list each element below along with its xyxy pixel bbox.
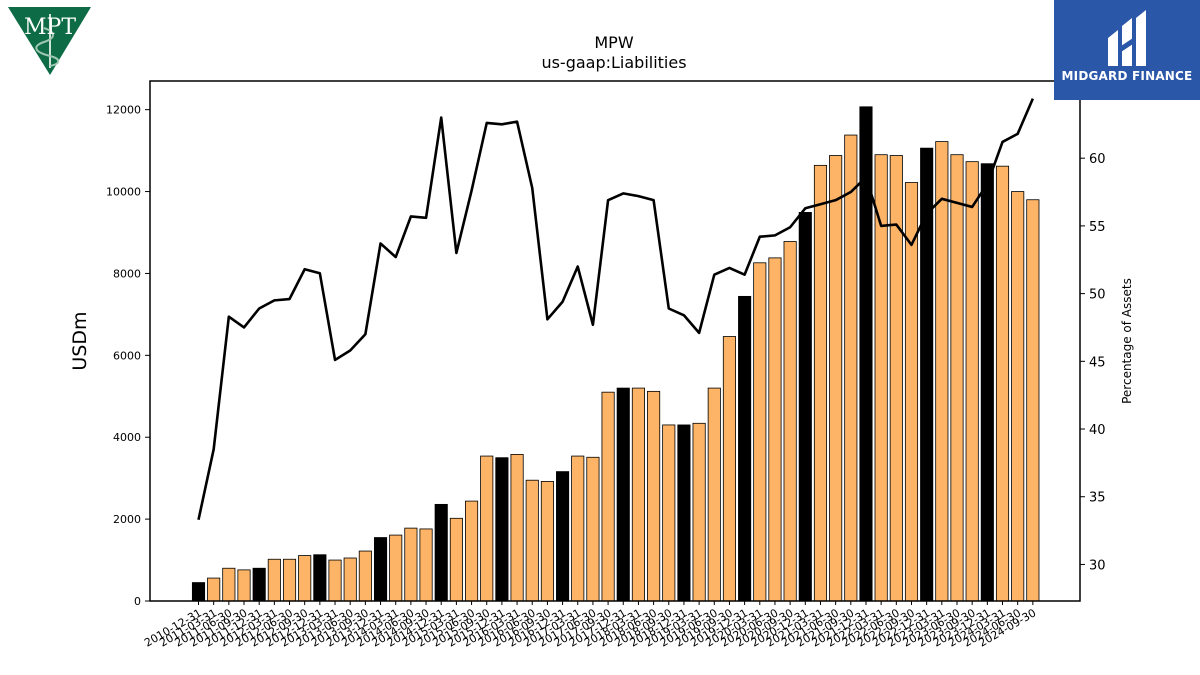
y-tick-label: 2000 — [113, 513, 141, 526]
chart-subtitle: us-gaap:Liabilities — [541, 53, 686, 72]
y-tick-label: 6000 — [113, 349, 141, 362]
bar — [252, 567, 266, 602]
bar-series — [191, 106, 1040, 602]
bar — [1011, 191, 1025, 602]
bar — [525, 479, 539, 602]
bar — [844, 134, 858, 602]
bar — [995, 165, 1010, 602]
bar — [282, 558, 297, 602]
y2-tick-label: 45 — [1089, 355, 1106, 370]
bar — [313, 554, 327, 602]
bar — [616, 387, 630, 602]
bar — [237, 569, 251, 602]
bar — [631, 387, 645, 602]
bar — [222, 567, 236, 602]
bar — [419, 528, 433, 602]
axes: 0 2000 4000 6000 8000 10000 12000 30 35 40 45 50 55 6… — [106, 80, 1106, 650]
mpt-logo: MPT — [8, 6, 92, 76]
bar — [510, 454, 524, 602]
bar — [389, 534, 403, 602]
bar — [449, 517, 463, 602]
bar — [586, 456, 600, 602]
bar — [495, 457, 509, 602]
bar — [434, 503, 448, 602]
y2-tick-label: 50 — [1089, 288, 1106, 303]
bar — [722, 336, 736, 602]
bar — [692, 422, 706, 602]
bar — [571, 455, 585, 602]
bar — [768, 257, 782, 602]
plot-frame — [149, 80, 1081, 602]
bar — [556, 471, 570, 602]
bar — [328, 559, 342, 602]
bar — [965, 161, 979, 602]
y2-tick-label: 60 — [1089, 152, 1106, 167]
y2-tick-label: 40 — [1089, 423, 1106, 438]
bar — [343, 557, 357, 602]
y2-axis-label: Percentage of Assets — [1120, 278, 1134, 404]
y2-tick-label: 30 — [1089, 558, 1106, 573]
chart-title: MPW — [594, 33, 633, 52]
y-tick-label: 0 — [134, 595, 141, 608]
percentage-line — [197, 98, 1035, 521]
bar — [783, 241, 797, 602]
bar — [1026, 199, 1040, 602]
y-axis-label: USDm — [69, 311, 91, 370]
y2-tick-label: 35 — [1089, 491, 1106, 506]
y-tick-label: 4000 — [113, 431, 141, 444]
line-series-group — [197, 98, 1035, 521]
bar — [373, 537, 388, 602]
bar — [950, 154, 964, 602]
bar — [358, 550, 372, 602]
bar — [480, 455, 494, 602]
bar — [298, 555, 312, 602]
bar — [935, 141, 949, 602]
bar — [980, 163, 994, 602]
y-tick-label: 8000 — [113, 267, 141, 280]
midgard-mark-icon — [1108, 10, 1146, 66]
bar — [404, 527, 418, 602]
y-tick-label: 12000 — [106, 104, 141, 117]
bar — [191, 582, 206, 602]
bar — [662, 424, 676, 602]
mpt-logo-text: MPT — [24, 15, 76, 40]
bar — [677, 424, 691, 602]
midgard-finance-logo: MIDGARD FINANCE — [1054, 0, 1200, 100]
bar — [707, 387, 721, 602]
bar — [601, 391, 615, 602]
midgard-finance-text: MIDGARD FINANCE — [1061, 69, 1193, 83]
bar — [829, 155, 843, 602]
bar — [540, 481, 554, 602]
bar — [753, 262, 767, 602]
bar — [813, 164, 828, 602]
y-tick-label: 10000 — [106, 186, 141, 199]
y2-tick-label: 55 — [1089, 220, 1106, 235]
bar — [207, 577, 221, 602]
bar — [798, 212, 812, 602]
bar — [465, 500, 479, 602]
bar — [647, 390, 661, 602]
bar — [738, 295, 752, 602]
bar — [267, 558, 281, 602]
bar — [889, 155, 903, 602]
